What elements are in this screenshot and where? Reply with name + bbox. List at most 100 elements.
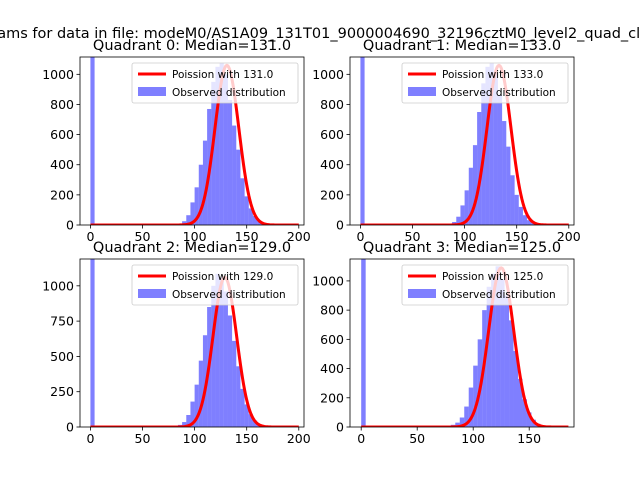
- y-tick-label: 1000: [42, 278, 74, 293]
- y-tick-label: 800: [320, 303, 344, 318]
- x-tick-label: 50: [135, 229, 151, 244]
- histogram-bar: [468, 387, 474, 427]
- legend: Poission with 133.0 Observed distribution: [401, 62, 569, 104]
- histogram-bar: [236, 366, 241, 427]
- histogram-bar: [211, 285, 216, 427]
- histogram-bar: [211, 81, 216, 225]
- legend-poisson-label: Poission with 133.0: [442, 69, 543, 81]
- histogram-bar: [522, 215, 528, 225]
- histogram-bar: [493, 72, 498, 225]
- plot-area: [89, 259, 300, 427]
- x-tick-label: 0: [86, 229, 94, 244]
- legend-observed-swatch: [138, 87, 166, 96]
- histogram-bar: [227, 315, 233, 427]
- y-tick-label: 600: [50, 127, 74, 142]
- x-tick-label: 150: [505, 229, 529, 244]
- legend-poisson-label: Poission with 125.0: [442, 271, 543, 283]
- histogram-bar: [190, 202, 195, 225]
- x-tick-label: 100: [453, 229, 477, 244]
- histogram-bar: [215, 66, 220, 225]
- histogram-bar: [468, 167, 473, 225]
- y-tick-label: 1000: [312, 273, 344, 288]
- histogram-bar: [198, 360, 203, 427]
- poisson-curve: [360, 266, 569, 427]
- histogram-bar: [232, 125, 237, 225]
- poisson-curve: [89, 275, 300, 427]
- legend-poisson-label: Poission with 129.0: [172, 271, 273, 283]
- y-tick-label: 800: [50, 97, 74, 112]
- legend: Poission with 125.0 Observed distribution: [401, 264, 569, 306]
- histogram-bar: [182, 422, 187, 427]
- histogram-bar: [186, 215, 191, 225]
- x-tick-label: 50: [405, 229, 421, 244]
- histogram-bar: [248, 414, 253, 427]
- x-tick-label: 200: [557, 229, 581, 244]
- histogram-panel: 0 50 100 150 0 200 400 600 800 1000 Quadrant 3: Me…: [312, 240, 575, 446]
- histogram-bar: [486, 286, 492, 427]
- x-tick-label: 150: [235, 431, 259, 446]
- histogram-bar: [248, 208, 253, 225]
- x-tick-label: 50: [409, 431, 425, 446]
- plot-area: [359, 57, 570, 225]
- histogram-bar: [360, 57, 365, 225]
- y-tick-label: 800: [320, 97, 344, 112]
- axes-frame: [79, 56, 305, 226]
- histogram-bar: [477, 112, 482, 225]
- histogram-bar: [232, 340, 237, 427]
- histogram-bar: [502, 121, 507, 225]
- legend-poisson-label: Poission with 131.0: [172, 69, 273, 81]
- histogram-bar: [504, 295, 510, 427]
- legend-box: [401, 264, 569, 306]
- axes-frame: [349, 56, 575, 226]
- x-tick-label: 0: [86, 431, 94, 446]
- legend-observed-label: Observed distribution: [172, 87, 286, 99]
- histogram-bar: [473, 365, 478, 427]
- histogram-bar: [514, 194, 519, 225]
- legend-observed-label: Observed distribution: [442, 87, 556, 99]
- axes-frame: [349, 258, 575, 428]
- y-tick-label: 500: [50, 349, 74, 364]
- histogram-bar: [194, 187, 199, 225]
- x-tick-label: 150: [235, 229, 259, 244]
- histogram-bar: [219, 277, 224, 427]
- histogram-bar: [464, 406, 469, 427]
- histogram-bar: [500, 279, 505, 427]
- y-tick-label: 0: [66, 218, 74, 233]
- x-tick-label: 100: [183, 229, 207, 244]
- legend-observed-swatch: [138, 289, 166, 298]
- histogram-bar: [198, 164, 203, 225]
- x-tick-label: 200: [287, 431, 311, 446]
- histogram-bar: [223, 291, 228, 427]
- legend-box: [131, 264, 299, 306]
- histogram-bar: [495, 266, 501, 427]
- histogram-bar: [202, 335, 208, 427]
- panel-title: Quadrant 1: Median=133.0: [363, 38, 561, 54]
- x-tick-label: 0: [356, 229, 364, 244]
- y-tick-label: 1000: [312, 67, 344, 82]
- histogram-bar: [497, 95, 503, 225]
- y-tick-label: 0: [66, 420, 74, 435]
- y-tick-label: 400: [50, 157, 74, 172]
- x-tick-label: 200: [287, 229, 311, 244]
- histogram-bar: [240, 178, 245, 225]
- histogram-bar: [464, 190, 469, 225]
- legend-box: [401, 62, 569, 104]
- y-tick-label: 0: [336, 420, 344, 435]
- plot-area: [360, 259, 569, 427]
- histogram-bar: [526, 412, 532, 427]
- x-tick-label: 100: [461, 431, 485, 446]
- histogram-panel: 0 50 100 150 200 0 250 500 750 1000 Quadrant 2: Me…: [42, 240, 311, 446]
- histogram-bar: [518, 206, 523, 225]
- histogram-bar: [244, 196, 249, 225]
- histogram-bar: [240, 388, 245, 427]
- histogram-bar: [472, 145, 478, 225]
- y-tick-label: 600: [320, 332, 344, 347]
- legend-observed-swatch: [408, 87, 436, 96]
- poisson-curve: [89, 63, 300, 225]
- histogram-bar: [186, 415, 191, 427]
- histogram-bar: [252, 420, 258, 427]
- histogram-bar: [456, 216, 461, 225]
- histogram-bar: [190, 401, 195, 427]
- histogram-bar: [489, 63, 494, 225]
- plot-area: [89, 57, 300, 225]
